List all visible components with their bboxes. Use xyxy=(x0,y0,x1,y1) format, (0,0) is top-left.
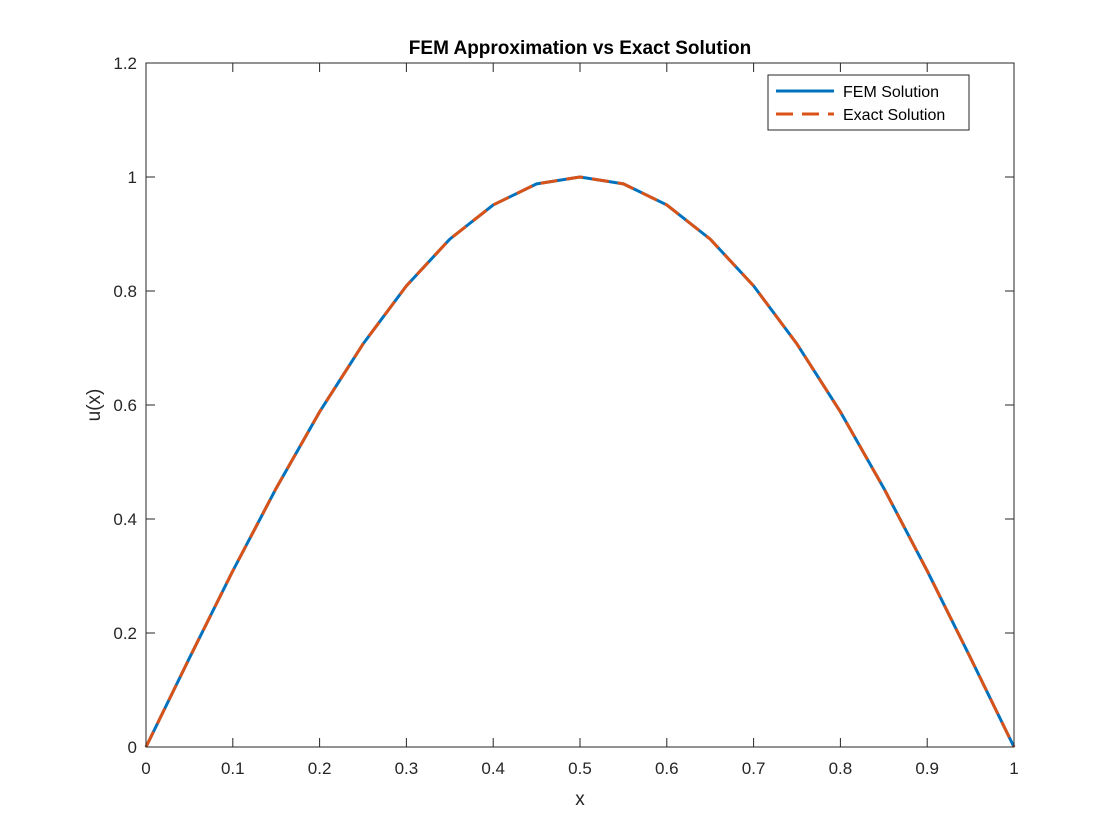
series-layer xyxy=(144,175,1016,748)
y-axis: 0 0.2 0.4 0.6 0.8 1 1.2 xyxy=(113,54,1014,757)
x-tick-label: 0.4 xyxy=(481,759,505,778)
x-tick-label: 0.1 xyxy=(221,759,245,778)
y-tick-label: 0.6 xyxy=(113,396,137,415)
plot-area xyxy=(146,63,1014,747)
x-tick-label: 0.5 xyxy=(568,759,592,778)
y-tick-label: 1 xyxy=(128,168,137,187)
y-tick-label: 0 xyxy=(128,738,137,757)
x-tick-label: 0.2 xyxy=(308,759,332,778)
legend-label-2: Exact Solution xyxy=(843,107,945,124)
x-tick-label: 1 xyxy=(1009,759,1018,778)
plot-background xyxy=(146,63,1014,747)
x-tick-label: 0.8 xyxy=(829,759,853,778)
y-tick-label: 1.2 xyxy=(113,54,137,73)
y-tick-label: 0.8 xyxy=(113,282,137,301)
chart-title: FEM Approximation vs Exact Solution xyxy=(409,38,751,59)
x-tick-label: 0.7 xyxy=(742,759,766,778)
x-axis: 0 0.1 0.2 0.3 0.4 0.5 0.6 0.7 0.8 0.9 1 xyxy=(141,63,1019,778)
y-tick-label: 0.4 xyxy=(113,510,137,529)
x-tick-label: 0 xyxy=(141,759,150,778)
legend-label-1: FEM Solution xyxy=(843,84,939,101)
legend: FEM Solution Exact Solution xyxy=(767,74,970,131)
legend-box xyxy=(767,74,970,131)
x-tick-label: 0.9 xyxy=(915,759,939,778)
x-tick-label: 0.6 xyxy=(655,759,679,778)
y-axis-label: u(x) xyxy=(84,389,105,422)
series-line-2 xyxy=(144,175,1016,748)
x-axis-label: x xyxy=(575,789,585,810)
y-tick-label: 0.2 xyxy=(113,624,137,643)
x-tick-label: 0.3 xyxy=(395,759,419,778)
